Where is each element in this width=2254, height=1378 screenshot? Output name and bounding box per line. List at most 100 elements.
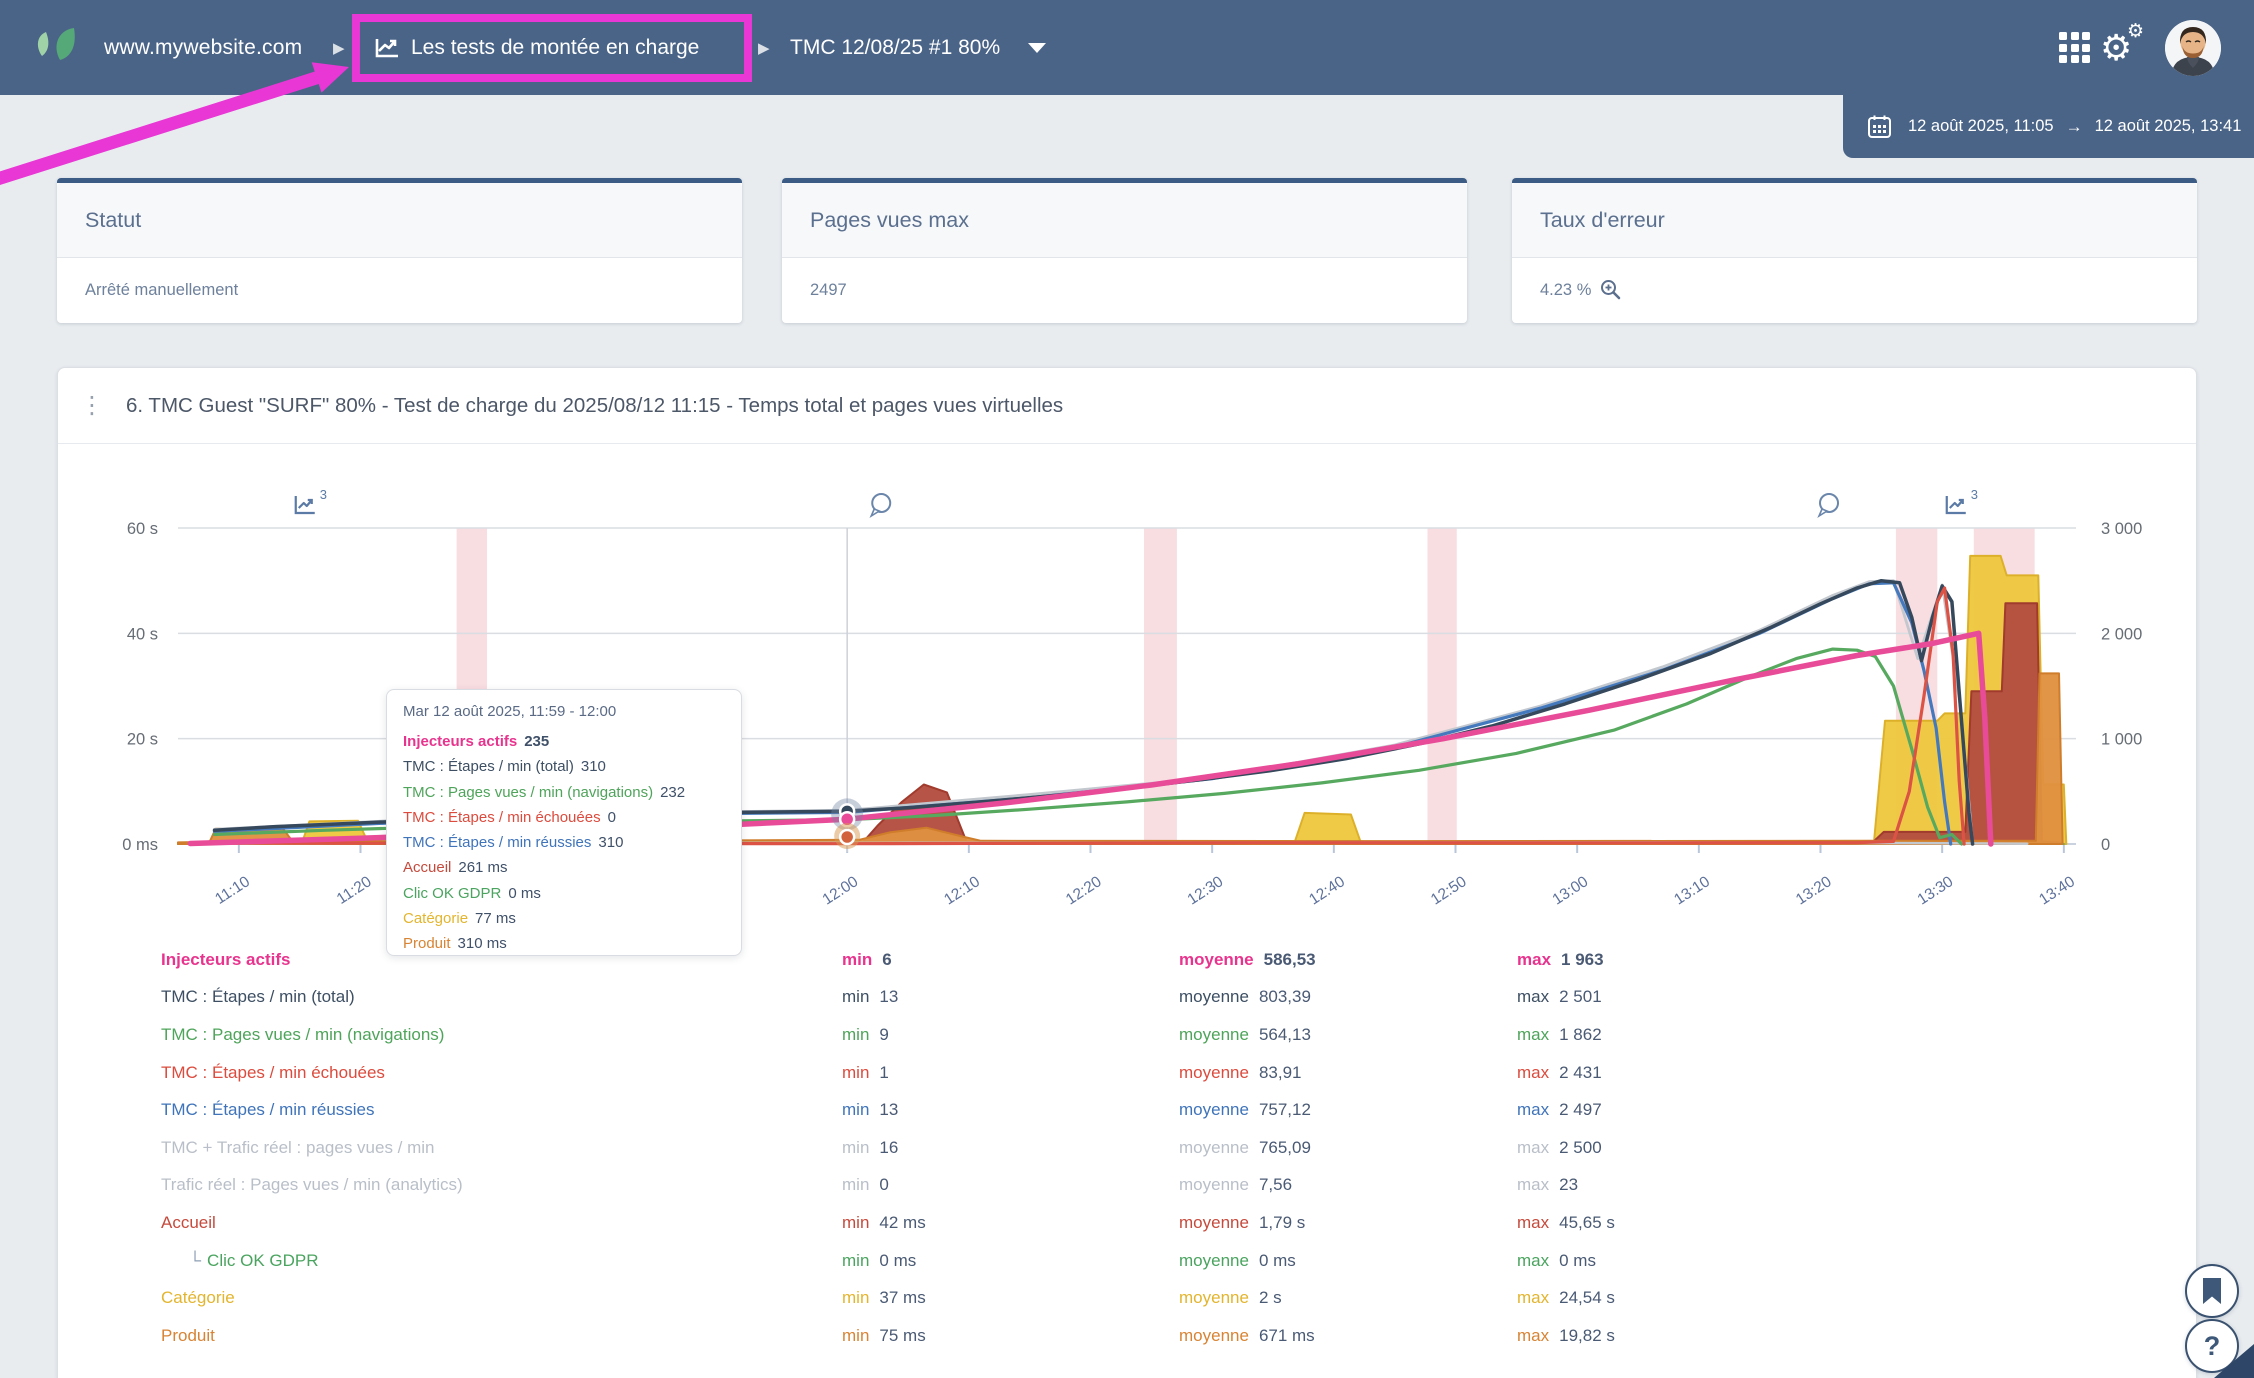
legend-stat-max: max 24,54 s [1517, 1288, 1615, 1308]
legend-stat-max: max 2 431 [1517, 1062, 1602, 1082]
y-axis-left-label: 60 s [127, 520, 158, 538]
kebab-menu-icon[interactable]: ⋮ [80, 391, 104, 419]
chart-tooltip-header: Mar 12 août 2025, 11:59 - 12:00 [403, 703, 617, 720]
legend-stat-min: min 6 [842, 949, 892, 969]
bookmark-button[interactable] [2185, 1264, 2239, 1318]
date-range-from: 12 août 2025, 11:05 [1908, 117, 2054, 135]
chart-highlight-band [1144, 528, 1177, 844]
user-avatar[interactable] [2165, 20, 2221, 76]
card-pages-vues-max: Pages vues max 2497 [782, 178, 1467, 323]
legend-label: Injecteurs actifs [161, 949, 291, 969]
help-button[interactable]: ? [2185, 1319, 2239, 1373]
x-axis-label: 12:50 [1428, 873, 1470, 909]
x-axis-label: 13:20 [1793, 873, 1835, 909]
x-axis-label: 13:00 [1550, 873, 1592, 909]
settings-gears-button[interactable]: ⚙ ⚙ [2100, 20, 2148, 74]
legend-stat-moyenne: moyenne 765,09 [1179, 1137, 1311, 1157]
x-axis-label: 12:30 [1185, 873, 1227, 909]
chart-panel-header: ⋮ 6. TMC Guest "SURF" 80% - Test de char… [58, 368, 2196, 444]
legend-stat-min: min 42 ms [842, 1212, 926, 1232]
legend-label: └ Clic OK GDPR [189, 1250, 319, 1270]
chart-marker-icon [1958, 498, 1964, 504]
test-run-selector-label: TMC 12/08/25 #1 80% [790, 35, 1001, 59]
tooltip-row: Accueil 261 ms [403, 859, 508, 877]
x-axis-label: 13:10 [1671, 873, 1713, 909]
legend-row[interactable]: TMC : Étapes / min échouées min 1 moyenne 83… [58, 1054, 2198, 1092]
test-run-selector[interactable]: TMC 12/08/25 #1 80% [790, 0, 1047, 95]
comment-marker-icon[interactable] [871, 493, 892, 513]
legend-stat-max: max 2 497 [1517, 1100, 1602, 1120]
legend-label: Produit [161, 1325, 215, 1345]
chart-highlight-band [1427, 528, 1457, 844]
legend-stat-min: min 16 [842, 1137, 899, 1157]
breadcrumb-load-tests-label: Les tests de montée en charge [411, 36, 700, 59]
legend-stat-max: max 0 ms [1517, 1250, 1596, 1270]
date-range-picker[interactable]: 12 août 2025, 11:05 → 12 août 2025, 13:4… [1843, 95, 2254, 158]
legend-stat-moyenne: moyenne 1,79 s [1179, 1212, 1306, 1232]
legend-row[interactable]: Produit min 75 ms moyenne 671 ms max 19,82 s [58, 1317, 2198, 1355]
legend-label: TMC + Trafic réel : pages vues / min [161, 1137, 435, 1157]
legend-row[interactable]: └ Clic OK GDPR min 0 ms moyenne 0 ms max 0 ms [58, 1242, 2198, 1280]
chart-legend: Injecteurs actifs min 6 moyenne 586,53 max 1 9… [58, 941, 2198, 1355]
legend-stat-max: max 23 [1517, 1175, 1579, 1195]
legend-row[interactable]: TMC : Étapes / min réussies min 13 moyenne 7… [58, 1091, 2198, 1129]
x-axis-label: 12:40 [1306, 873, 1348, 909]
legend-stat-min: min 0 [842, 1175, 889, 1195]
comment-marker-icon[interactable] [1819, 493, 1840, 513]
calendar-icon [1868, 115, 1891, 138]
top-navbar: www.mywebsite.com ▶ Les tests de montée … [0, 0, 2254, 95]
legend-stat-min: min 1 [842, 1062, 889, 1082]
legend-stat-moyenne: moyenne 0 ms [1179, 1250, 1296, 1270]
card-statut-value: Arrêté manuellement [85, 280, 239, 299]
legend-row[interactable]: Trafic réel : Pages vues / min (analytic… [58, 1167, 2198, 1205]
x-axis-label: 12:00 [820, 873, 862, 909]
tooltip-row: Produit 310 ms [403, 935, 507, 953]
legend-row[interactable]: Accueil min 42 ms moyenne 1,79 s max 45,65 s [58, 1204, 2198, 1242]
legend-row[interactable]: Catégorie min 37 ms moyenne 2 s max 24,54 s [58, 1279, 2198, 1317]
chart-panel: ⋮ 6. TMC Guest "SURF" 80% - Test de char… [57, 367, 2197, 1378]
legend-stat-max: max 2 500 [1517, 1137, 1602, 1157]
chart-marker-icon[interactable] [294, 496, 315, 515]
x-axis-label: 12:20 [1063, 873, 1105, 909]
legend-row[interactable]: TMC : Étapes / min (total) min 13 moyenne 80… [58, 979, 2198, 1017]
tooltip-row: Injecteurs actifs 235 [403, 733, 550, 750]
x-axis-label: 12:10 [941, 873, 983, 909]
breadcrumb-load-tests[interactable]: Les tests de montée en charge [352, 14, 752, 82]
legend-stat-moyenne: moyenne 564,13 [1179, 1024, 1311, 1044]
y-axis-right-label: 1 000 [2101, 731, 2142, 749]
legend-stat-moyenne: moyenne 757,12 [1179, 1100, 1311, 1120]
legend-stat-moyenne: moyenne 803,39 [1179, 987, 1311, 1007]
breadcrumb-site[interactable]: www.mywebsite.com [104, 35, 303, 59]
legend-label: TMC : Étapes / min réussies [161, 1100, 375, 1120]
zoom-in-icon[interactable] [1599, 278, 1623, 302]
tooltip-row: Clic OK GDPR 0 ms [403, 884, 541, 902]
legend-stat-min: min 75 ms [842, 1325, 926, 1345]
chart-marker-icon [1948, 499, 1964, 509]
card-statut-title: Statut [57, 183, 742, 258]
legend-row[interactable]: TMC : Pages vues / min (navigations) min 9… [58, 1016, 2198, 1054]
chart-marker-icon[interactable] [1945, 496, 1966, 515]
x-axis-label: 11:20 [334, 873, 375, 908]
gear-small-icon: ⚙ [2127, 21, 2145, 42]
y-axis-left-label: 40 s [127, 625, 158, 643]
y-axis-right-label: 0 [2101, 836, 2110, 854]
load-test-chart[interactable]: 0 ms 0 20 s 1 000 40 s 2 000 60 s 3 000 11:10 11:… [58, 479, 2198, 1031]
tooltip-row: TMC : Étapes / min (total) 310 [403, 758, 606, 776]
legend-row[interactable]: Injecteurs actifs min 6 moyenne 586,53 max 1 9… [58, 941, 2198, 979]
legend-stat-min: min 13 [842, 1100, 899, 1120]
legend-label: TMC : Étapes / min (total) [161, 987, 355, 1007]
legend-row[interactable]: TMC + Trafic réel : pages vues / min min 1… [58, 1129, 2198, 1167]
y-axis-right-label: 2 000 [2101, 625, 2142, 643]
y-axis-left-label: 0 ms [122, 836, 158, 854]
apps-grid-button[interactable] [2059, 32, 2093, 64]
tooltip-row: TMC : Étapes / min réussies 310 [403, 834, 624, 852]
x-axis-label: 11:10 [212, 873, 253, 908]
chart-marker-count: 3 [320, 487, 327, 502]
app-logo-leaf-icon [37, 28, 75, 60]
y-axis-right-label: 3 000 [2101, 520, 2142, 538]
chart-marker-icon [297, 499, 313, 509]
series-line[interactable] [212, 586, 1966, 846]
legend-stat-moyenne: moyenne 671 ms [1179, 1325, 1315, 1345]
date-range-to: 12 août 2025, 13:41 [2094, 117, 2242, 135]
breadcrumb-chevron-icon: ▶ [333, 39, 345, 57]
